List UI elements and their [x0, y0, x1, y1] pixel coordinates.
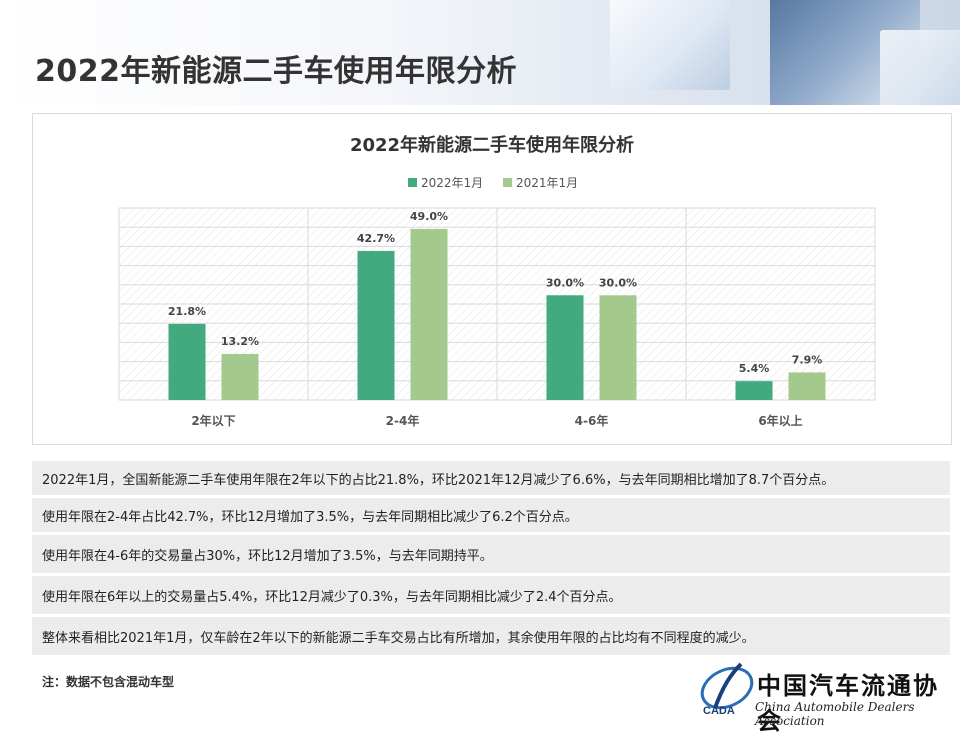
legend-swatch: [503, 178, 512, 187]
bar: [410, 228, 448, 400]
bar: [357, 250, 395, 400]
page-title: 2022年新能源二手车使用年限分析: [35, 54, 517, 89]
bar-chart: 2022年新能源二手车使用年限分析 2022年1月 2021年1月 21.8% 13.2…: [118, 134, 876, 428]
x-tick-label: 2-4年: [386, 413, 420, 428]
bar: [599, 295, 637, 400]
decorative-cube: [880, 30, 960, 105]
bar: [788, 372, 826, 400]
header-banner: [0, 0, 960, 105]
x-tick-label: 6年以上: [758, 413, 802, 428]
logo-emblem-text: CADA: [703, 705, 735, 717]
decorative-cube: [610, 0, 730, 90]
chart-container: 2022年新能源二手车使用年限分析 2022年1月 2021年1月 21.8% 13.2…: [32, 113, 952, 445]
bar: [168, 323, 206, 400]
logo-emblem-icon: CADA: [700, 662, 754, 717]
legend-label: 2022年1月: [421, 176, 483, 190]
data-label: 7.9%: [792, 353, 823, 366]
chart-title: 2022年新能源二手车使用年限分析: [350, 134, 634, 156]
bar: [546, 295, 584, 400]
footnote: 注：数据不包含混动车型: [42, 675, 175, 689]
note-item: 整体来看相比2021年1月，仅车龄在2年以下的新能源二手车交易占比有所增加，其余…: [32, 617, 950, 655]
note-item: 使用年限在6年以上的交易量占5.4%，环比12月减少了0.3%，与去年同期相比减…: [32, 576, 950, 614]
data-label: 21.8%: [168, 305, 206, 318]
data-label: 5.4%: [739, 362, 770, 375]
data-label: 42.7%: [357, 232, 395, 245]
bar: [735, 381, 773, 400]
bar: [221, 353, 259, 400]
note-item: 使用年限在4-6年的交易量占30%，环比12月增加了3.5%，与去年同期持平。: [32, 535, 950, 573]
note-item: 2022年1月，全国新能源二手车使用年限在2年以下的占比21.8%，环比2021…: [32, 461, 950, 495]
logo-name-en: China Automobile Dealers Association: [755, 700, 915, 728]
legend-swatch: [408, 178, 417, 187]
notes-list: 2022年1月，全国新能源二手车使用年限在2年以下的占比21.8%，环比2021…: [32, 461, 952, 658]
x-tick-label: 2年以下: [191, 413, 235, 428]
association-logo: CADA 中国汽车流通协会 China Automobile Dealers A…: [695, 652, 960, 735]
data-label: 13.2%: [221, 335, 259, 348]
data-label: 49.0%: [410, 210, 448, 223]
legend-label: 2021年1月: [516, 176, 578, 190]
data-label: 30.0%: [546, 276, 584, 289]
data-label: 30.0%: [599, 276, 637, 289]
x-tick-label: 4-6年: [575, 413, 609, 428]
note-item: 使用年限在2-4年占比42.7%，环比12月增加了3.5%，与去年同期相比减少了…: [32, 498, 950, 532]
